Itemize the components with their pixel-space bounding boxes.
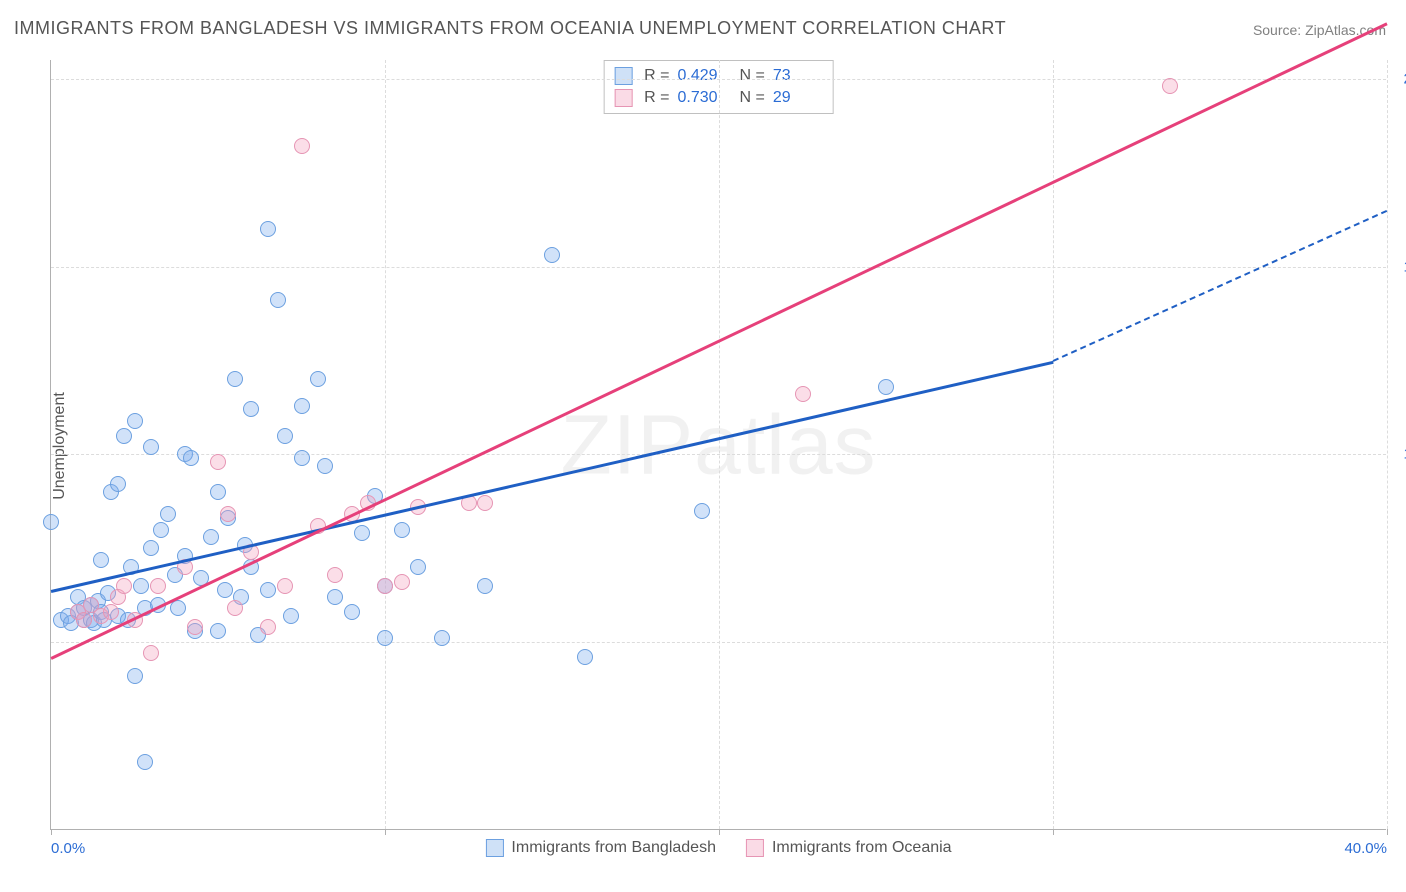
data-point (127, 668, 143, 684)
x-tick-label: 0.0% (51, 840, 85, 857)
r-value-bangladesh: 0.429 (678, 67, 728, 85)
data-point (227, 371, 243, 387)
data-point (127, 413, 143, 429)
data-point (354, 525, 370, 541)
data-point (377, 578, 393, 594)
gridline-v (719, 60, 720, 829)
data-point (434, 630, 450, 646)
data-point (187, 619, 203, 635)
data-point (137, 754, 153, 770)
data-point (294, 398, 310, 414)
y-tick-label: 20.0% (1391, 70, 1406, 87)
data-point (377, 630, 393, 646)
n-label: N = (740, 89, 765, 107)
data-point (43, 514, 59, 530)
data-point (103, 604, 119, 620)
data-point (577, 649, 593, 665)
data-point (795, 386, 811, 402)
data-point (317, 458, 333, 474)
data-point (394, 522, 410, 538)
data-point (294, 450, 310, 466)
data-point (110, 476, 126, 492)
n-label: N = (740, 67, 765, 85)
trend-line (51, 361, 1054, 593)
source-attribution: Source: ZipAtlas.com (1253, 22, 1386, 38)
swatch-bangladesh (485, 839, 503, 857)
data-point (394, 574, 410, 590)
data-point (217, 582, 233, 598)
data-point (270, 292, 286, 308)
data-point (160, 506, 176, 522)
gridline-v (385, 60, 386, 829)
data-point (544, 247, 560, 263)
data-point (116, 428, 132, 444)
data-point (150, 578, 166, 594)
data-point (260, 619, 276, 635)
data-point (878, 379, 894, 395)
data-point (277, 578, 293, 594)
gridline-v (1387, 60, 1388, 829)
swatch-oceania (614, 89, 632, 107)
data-point (220, 506, 236, 522)
legend-label-bangladesh: Immigrants from Bangladesh (511, 839, 716, 857)
data-point (210, 454, 226, 470)
r-value-oceania: 0.730 (678, 89, 728, 107)
data-point (477, 495, 493, 511)
x-tick-mark (51, 829, 52, 835)
r-label: R = (644, 89, 669, 107)
n-value-bangladesh: 73 (773, 67, 823, 85)
x-tick-mark (1387, 829, 1388, 835)
gridline-v (1053, 60, 1054, 829)
data-point (116, 578, 132, 594)
plot-area: ZIPatlas R = 0.429 N = 73 R = 0.730 N = … (50, 60, 1386, 830)
data-point (277, 428, 293, 444)
data-point (210, 484, 226, 500)
x-tick-label: 40.0% (1344, 840, 1387, 857)
y-tick-label: 5.0% (1391, 634, 1406, 651)
x-tick-mark (1053, 829, 1054, 835)
data-point (210, 623, 226, 639)
data-point (1162, 78, 1178, 94)
series-legend: Immigrants from Bangladesh Immigrants fr… (485, 839, 951, 857)
data-point (283, 608, 299, 624)
data-point (170, 600, 186, 616)
trend-line (1053, 210, 1388, 362)
n-value-oceania: 29 (773, 89, 823, 107)
data-point (143, 540, 159, 556)
chart-container: IMMIGRANTS FROM BANGLADESH VS IMMIGRANTS… (0, 0, 1406, 892)
data-point (143, 439, 159, 455)
y-tick-label: 15.0% (1391, 258, 1406, 275)
swatch-bangladesh (614, 67, 632, 85)
data-point (327, 589, 343, 605)
data-point (260, 582, 276, 598)
r-label: R = (644, 67, 669, 85)
data-point (694, 503, 710, 519)
legend-label-oceania: Immigrants from Oceania (772, 839, 952, 857)
data-point (133, 578, 149, 594)
data-point (344, 604, 360, 620)
swatch-oceania (746, 839, 764, 857)
y-tick-label: 10.0% (1391, 446, 1406, 463)
data-point (477, 578, 493, 594)
data-point (93, 552, 109, 568)
data-point (294, 138, 310, 154)
data-point (76, 612, 92, 628)
data-point (260, 221, 276, 237)
x-tick-mark (719, 829, 720, 835)
legend-item-oceania: Immigrants from Oceania (746, 839, 952, 857)
x-tick-mark (385, 829, 386, 835)
data-point (203, 529, 219, 545)
data-point (327, 567, 343, 583)
data-point (153, 522, 169, 538)
legend-item-bangladesh: Immigrants from Bangladesh (485, 839, 716, 857)
data-point (410, 559, 426, 575)
data-point (143, 645, 159, 661)
data-point (243, 401, 259, 417)
data-point (183, 450, 199, 466)
data-point (227, 600, 243, 616)
chart-title: IMMIGRANTS FROM BANGLADESH VS IMMIGRANTS… (14, 18, 1006, 39)
data-point (310, 371, 326, 387)
